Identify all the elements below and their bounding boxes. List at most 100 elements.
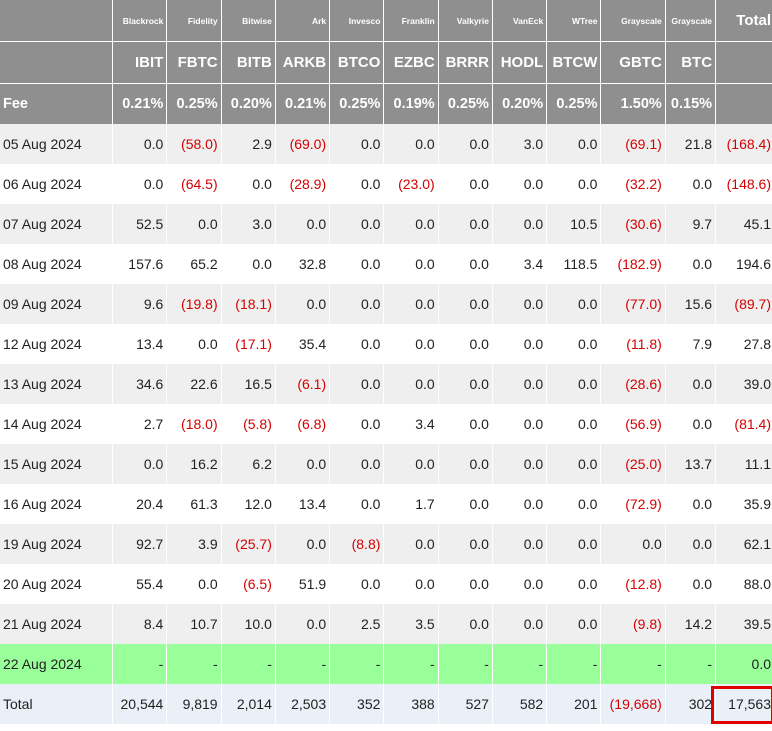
flow-value-cell: 3.9 <box>166 524 222 564</box>
ticker-header: BTC <box>664 41 716 84</box>
flow-value-cell: 0.0 <box>664 364 716 404</box>
row-total-cell: 27.8 <box>715 324 772 364</box>
flow-value-cell: 0.0 <box>383 284 439 324</box>
flow-value-cell: (28.6) <box>600 364 666 404</box>
flow-value-cell: - <box>664 644 716 684</box>
flow-value-cell: 0.0 <box>383 524 439 564</box>
fee-row: Fee 0.21% 0.25% 0.20% 0.21% 0.25% 0.19% 0.25% 0.… <box>0 83 772 124</box>
date-cell: 09 Aug 2024 <box>0 284 113 324</box>
flow-value-cell: (6.5) <box>220 564 276 604</box>
totals-label: Total <box>0 684 113 724</box>
flow-value-cell: 13.4 <box>274 484 330 524</box>
flow-value-cell: 0.0 <box>220 164 276 204</box>
flow-value-cell: (25.7) <box>220 524 276 564</box>
table-row: 12 Aug 2024 13.4 0.0 (17.1) 35.4 0.0 0.0 0.0 0.0… <box>0 324 772 364</box>
row-total-cell: 39.5 <box>715 604 772 644</box>
ticker-total-cell <box>715 41 772 84</box>
ticker-header: GBTC <box>600 41 666 84</box>
flow-value-cell: 0.0 <box>166 564 222 604</box>
issuer-name-header: Grayscale <box>664 0 716 42</box>
flow-value-cell: 0.0 <box>491 404 547 444</box>
flow-value-cell: 0.0 <box>664 484 716 524</box>
flow-value-cell: 13.4 <box>112 324 167 364</box>
fee-value: 0.21% <box>274 83 330 124</box>
flow-value-cell: 0.0 <box>329 324 384 364</box>
flow-value-cell: 0.0 <box>329 244 384 284</box>
table-row: 21 Aug 2024 8.4 10.7 10.0 0.0 2.5 3.5 0.0 0.0 0.0… <box>0 604 772 644</box>
flow-value-cell: 0.0 <box>437 604 493 644</box>
issuer-header-row: Blackrock Fidelity Bitwise Ark Invesco Frankl… <box>0 0 772 42</box>
table-row: 15 Aug 2024 0.0 16.2 6.2 0.0 0.0 0.0 0.0 0.0 0.0(… <box>0 444 772 484</box>
flow-value-cell: 0.0 <box>491 364 547 404</box>
flow-value-cell: (25.0) <box>600 444 666 484</box>
row-total-cell: 39.0 <box>715 364 772 404</box>
flow-value-cell: 0.0 <box>437 324 493 364</box>
issuer-name-header: Invesco <box>329 0 384 42</box>
flow-value-cell: 52.5 <box>112 204 167 244</box>
column-total-cell: 201 <box>546 684 601 724</box>
flow-value-cell: 0.0 <box>329 204 384 244</box>
flow-value-cell: 3.4 <box>491 244 547 284</box>
ticker-header: BTCO <box>329 41 384 84</box>
flow-value-cell: 92.7 <box>112 524 167 564</box>
flow-value-cell: 0.0 <box>274 444 330 484</box>
flow-value-cell: (69.0) <box>274 124 330 164</box>
ticker-corner-cell <box>0 41 113 84</box>
flow-value-cell: 0.0 <box>437 244 493 284</box>
ticker-header: BRRR <box>437 41 493 84</box>
row-total-cell: 45.1 <box>715 204 772 244</box>
flow-value-cell: 0.0 <box>329 564 384 604</box>
ticker-header: ARKB <box>274 41 330 84</box>
fee-value: 0.25% <box>166 83 222 124</box>
flow-value-cell: (19.8) <box>166 284 222 324</box>
flow-value-cell: 1.7 <box>383 484 439 524</box>
column-total-cell: 20,544 <box>112 684 167 724</box>
flow-value-cell: 61.3 <box>166 484 222 524</box>
date-cell: 12 Aug 2024 <box>0 324 113 364</box>
flow-value-cell: 6.2 <box>220 444 276 484</box>
flow-value-cell: 0.0 <box>220 244 276 284</box>
flow-value-cell: 0.0 <box>112 444 167 484</box>
flow-value-cell: (32.2) <box>600 164 666 204</box>
date-cell: 19 Aug 2024 <box>0 524 113 564</box>
flow-value-cell: 0.0 <box>664 564 716 604</box>
flow-value-cell: 0.0 <box>437 484 493 524</box>
flow-value-cell: 0.0 <box>664 404 716 444</box>
flow-value-cell: 0.0 <box>383 444 439 484</box>
issuer-name-header: Ark <box>274 0 330 42</box>
flow-value-cell: 0.0 <box>383 564 439 604</box>
flow-value-cell: 14.2 <box>664 604 716 644</box>
flow-value-cell: 0.0 <box>437 524 493 564</box>
fee-label: Fee <box>0 83 113 124</box>
flow-value-cell: 7.9 <box>664 324 716 364</box>
grand-total-cell: 17,563 <box>715 684 772 724</box>
date-cell: 07 Aug 2024 <box>0 204 113 244</box>
issuer-name-header: Blackrock <box>112 0 167 42</box>
table-row: 14 Aug 2024 2.7 (18.0) (5.8) (6.8) 0.0 3.4 0.0 0… <box>0 404 772 444</box>
row-total-cell: 88.0 <box>715 564 772 604</box>
flow-value-cell: (18.1) <box>220 284 276 324</box>
flow-value-cell: 35.4 <box>274 324 330 364</box>
fee-value: 0.15% <box>664 83 716 124</box>
flow-value-cell: 2.7 <box>112 404 167 444</box>
fee-value: 0.21% <box>112 83 167 124</box>
flow-value-cell: 0.0 <box>546 324 601 364</box>
flow-value-cell: 3.4 <box>383 404 439 444</box>
column-total-cell: 352 <box>329 684 384 724</box>
flow-value-cell: 0.0 <box>437 124 493 164</box>
table-row: 16 Aug 2024 20.4 61.3 12.0 13.4 0.0 1.7 0.0 0.0 0… <box>0 484 772 524</box>
totals-row: Total 20,544 9,819 2,014 2,503 352 388 527 582 20… <box>0 684 772 724</box>
flow-value-cell: 0.0 <box>274 524 330 564</box>
flow-value-cell: 0.0 <box>437 364 493 404</box>
flow-value-cell: - <box>112 644 167 684</box>
flow-value-cell: 0.0 <box>491 204 547 244</box>
flow-value-cell: 0.0 <box>491 564 547 604</box>
table-row: 05 Aug 2024 0.0 (58.0) 2.9 (69.0) 0.0 0.0 0.0 3.… <box>0 124 772 164</box>
column-total-cell: 302 <box>664 684 716 724</box>
ticker-header: HODL <box>491 41 547 84</box>
flow-value-cell: 8.4 <box>112 604 167 644</box>
flow-value-cell: 10.7 <box>166 604 222 644</box>
flow-value-cell: (8.8) <box>329 524 384 564</box>
flow-value-cell: 0.0 <box>664 524 716 564</box>
table-row: 13 Aug 2024 34.6 22.6 16.5 (6.1) 0.0 0.0 0.0 0.0… <box>0 364 772 404</box>
